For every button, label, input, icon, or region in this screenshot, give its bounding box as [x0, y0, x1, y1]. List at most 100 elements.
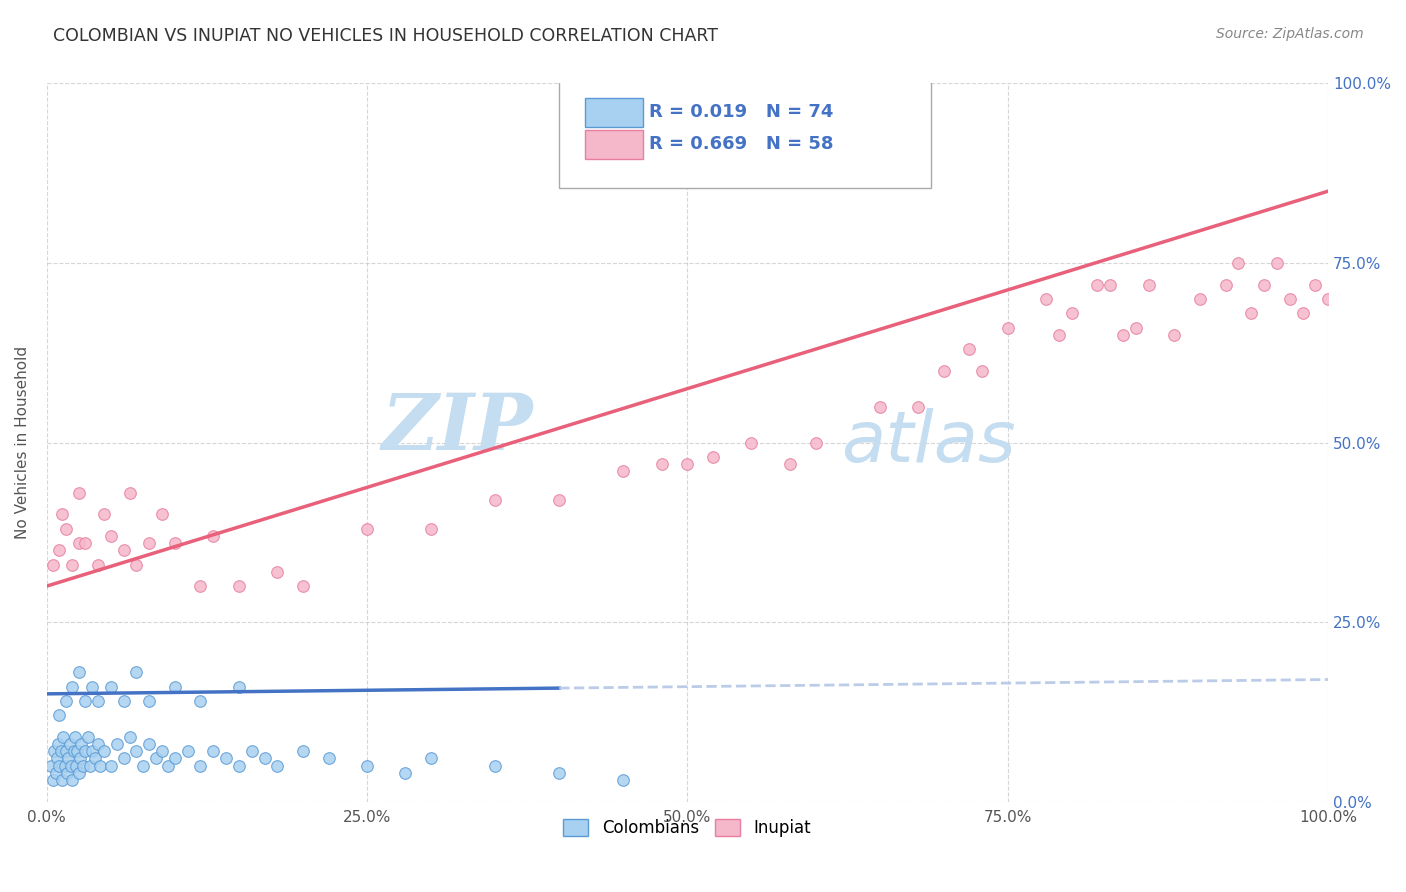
Point — [1227, 256, 1250, 270]
Point — [60, 758, 83, 772]
Point — [240, 744, 263, 758]
Point — [62, 744, 84, 758]
Point — [105, 737, 128, 751]
Point — [163, 536, 186, 550]
Point — [112, 694, 135, 708]
Point — [484, 758, 506, 772]
Point — [44, 744, 66, 758]
Point — [150, 508, 173, 522]
Point — [1060, 306, 1083, 320]
Point — [1253, 277, 1275, 292]
Point — [75, 744, 97, 758]
Point — [394, 765, 416, 780]
Point — [69, 751, 91, 765]
Point — [70, 737, 93, 751]
Text: atlas: atlas — [841, 408, 1015, 477]
Point — [65, 758, 87, 772]
Y-axis label: No Vehicles in Household: No Vehicles in Household — [15, 346, 30, 539]
Point — [163, 751, 186, 765]
Point — [228, 579, 250, 593]
Point — [67, 485, 90, 500]
Point — [1240, 306, 1263, 320]
Point — [612, 772, 634, 787]
Point — [66, 744, 89, 758]
Point — [1188, 292, 1211, 306]
Point — [1125, 320, 1147, 334]
FancyBboxPatch shape — [585, 130, 643, 159]
Point — [100, 758, 122, 772]
Point — [190, 758, 212, 772]
Point — [59, 737, 82, 751]
Point — [548, 492, 571, 507]
Point — [972, 364, 994, 378]
Point — [60, 680, 83, 694]
Point — [1163, 327, 1185, 342]
Point — [176, 744, 198, 758]
Point — [202, 529, 225, 543]
Point — [957, 342, 980, 356]
Point — [157, 758, 180, 772]
Point — [48, 758, 70, 772]
Point — [215, 751, 238, 765]
Point — [740, 435, 762, 450]
Text: Source: ZipAtlas.com: Source: ZipAtlas.com — [1216, 27, 1364, 41]
Point — [138, 737, 160, 751]
Point — [1305, 277, 1327, 292]
Point — [1087, 277, 1109, 292]
Point — [45, 751, 67, 765]
Point — [932, 364, 955, 378]
Point — [56, 765, 79, 780]
Point — [112, 751, 135, 765]
Point — [291, 744, 314, 758]
Point — [318, 751, 340, 765]
Point — [484, 492, 506, 507]
Point — [53, 758, 76, 772]
Point — [63, 730, 86, 744]
Point — [60, 772, 83, 787]
Point — [118, 730, 141, 744]
Point — [145, 751, 167, 765]
Point — [1047, 327, 1070, 342]
Point — [420, 522, 443, 536]
Point — [75, 536, 97, 550]
Point — [55, 522, 77, 536]
Point — [75, 694, 97, 708]
FancyBboxPatch shape — [560, 80, 931, 187]
Point — [42, 772, 65, 787]
Point — [58, 751, 80, 765]
Point — [150, 744, 173, 758]
Point — [67, 536, 90, 550]
Point — [89, 758, 111, 772]
Point — [1215, 277, 1237, 292]
Point — [48, 543, 70, 558]
Point — [228, 680, 250, 694]
Point — [39, 758, 62, 772]
Point — [651, 457, 673, 471]
Point — [138, 536, 160, 550]
Point — [42, 558, 65, 572]
Point — [202, 744, 225, 758]
Text: R = 0.019   N = 74: R = 0.019 N = 74 — [650, 103, 834, 121]
Point — [87, 694, 110, 708]
Point — [55, 744, 77, 758]
Point — [93, 744, 115, 758]
Point — [72, 758, 94, 772]
Point — [48, 708, 70, 723]
Point — [118, 485, 141, 500]
Point — [125, 558, 148, 572]
Point — [132, 758, 155, 772]
Point — [804, 435, 827, 450]
FancyBboxPatch shape — [585, 98, 643, 127]
Point — [1099, 277, 1122, 292]
Point — [60, 558, 83, 572]
Point — [1265, 256, 1288, 270]
Text: R = 0.669   N = 58: R = 0.669 N = 58 — [650, 136, 834, 153]
Point — [997, 320, 1019, 334]
Point — [163, 680, 186, 694]
Point — [100, 529, 122, 543]
Point — [55, 694, 77, 708]
Point — [356, 522, 378, 536]
Point — [291, 579, 314, 593]
Point — [51, 772, 73, 787]
Text: ZIP: ZIP — [382, 390, 534, 467]
